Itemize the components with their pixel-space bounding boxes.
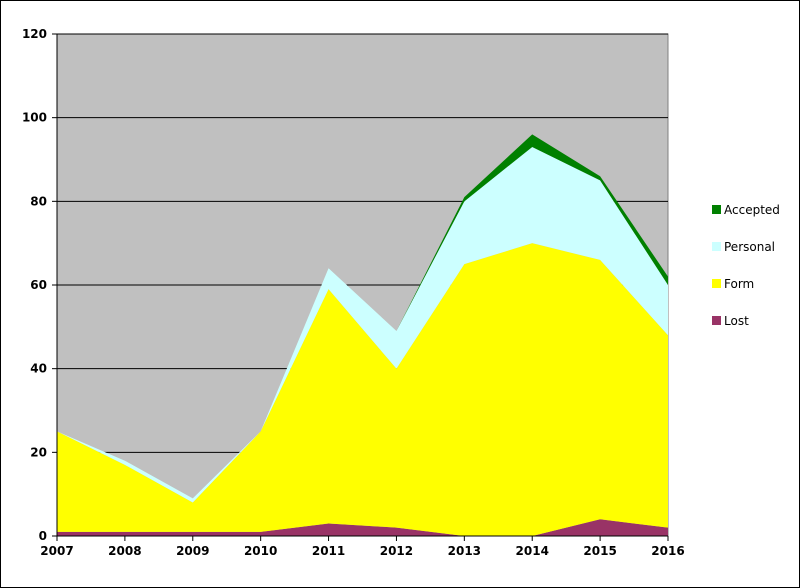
x-tick-label: 2014 — [516, 544, 549, 558]
y-tick-label: 0 — [39, 529, 47, 543]
y-tick-label: 120 — [22, 27, 47, 41]
x-tick-label: 2016 — [651, 544, 684, 558]
x-tick-label: 2007 — [40, 544, 73, 558]
legend-label-accepted: Accepted — [724, 203, 780, 217]
x-tick-label: 2012 — [380, 544, 413, 558]
legend-label-personal: Personal — [724, 240, 775, 254]
x-tick-label: 2010 — [244, 544, 277, 558]
y-tick-label: 100 — [22, 111, 47, 125]
x-tick-label: 2011 — [312, 544, 345, 558]
area-personal — [57, 146, 668, 503]
y-tick-label: 60 — [30, 278, 47, 292]
x-tick-label: 2013 — [448, 544, 481, 558]
y-tick-label: 80 — [30, 194, 47, 208]
legend-swatch-personal — [712, 242, 721, 251]
y-tick-label: 20 — [30, 445, 47, 459]
x-tick-label: 2009 — [176, 544, 209, 558]
legend-label-form: Form — [724, 277, 754, 291]
legend-swatch-form — [712, 279, 721, 288]
legend-label-lost: Lost — [724, 314, 749, 328]
legend-swatch-accepted — [712, 205, 721, 214]
area-form — [57, 243, 668, 536]
x-tick-label: 2015 — [583, 544, 616, 558]
y-tick-label: 40 — [30, 362, 47, 376]
x-tick-label: 2008 — [108, 544, 141, 558]
legend-swatch-lost — [712, 316, 721, 325]
